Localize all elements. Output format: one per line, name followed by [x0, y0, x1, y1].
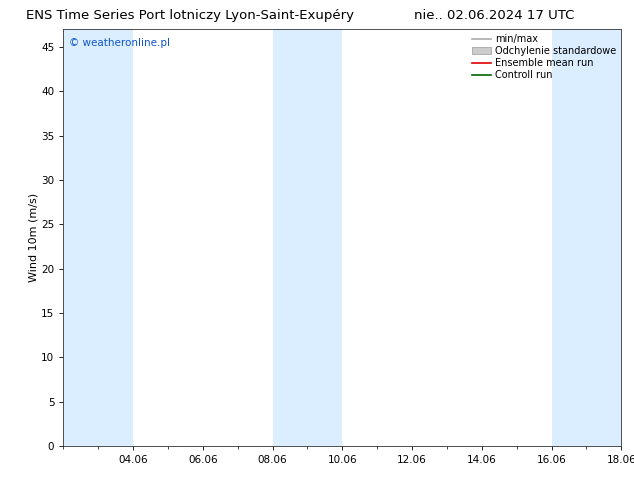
Bar: [552, 29, 621, 446]
Text: © weatheronline.pl: © weatheronline.pl: [69, 38, 170, 48]
Legend: min/max, Odchylenie standardowe, Ensemble mean run, Controll run: min/max, Odchylenie standardowe, Ensembl…: [470, 32, 618, 82]
Bar: [273, 29, 342, 446]
Text: nie.. 02.06.2024 17 UTC: nie.. 02.06.2024 17 UTC: [415, 9, 574, 22]
Text: ENS Time Series Port lotniczy Lyon-Saint-Exupéry: ENS Time Series Port lotniczy Lyon-Saint…: [26, 9, 354, 22]
Bar: [63, 29, 133, 446]
Y-axis label: Wind 10m (m/s): Wind 10m (m/s): [29, 193, 38, 282]
